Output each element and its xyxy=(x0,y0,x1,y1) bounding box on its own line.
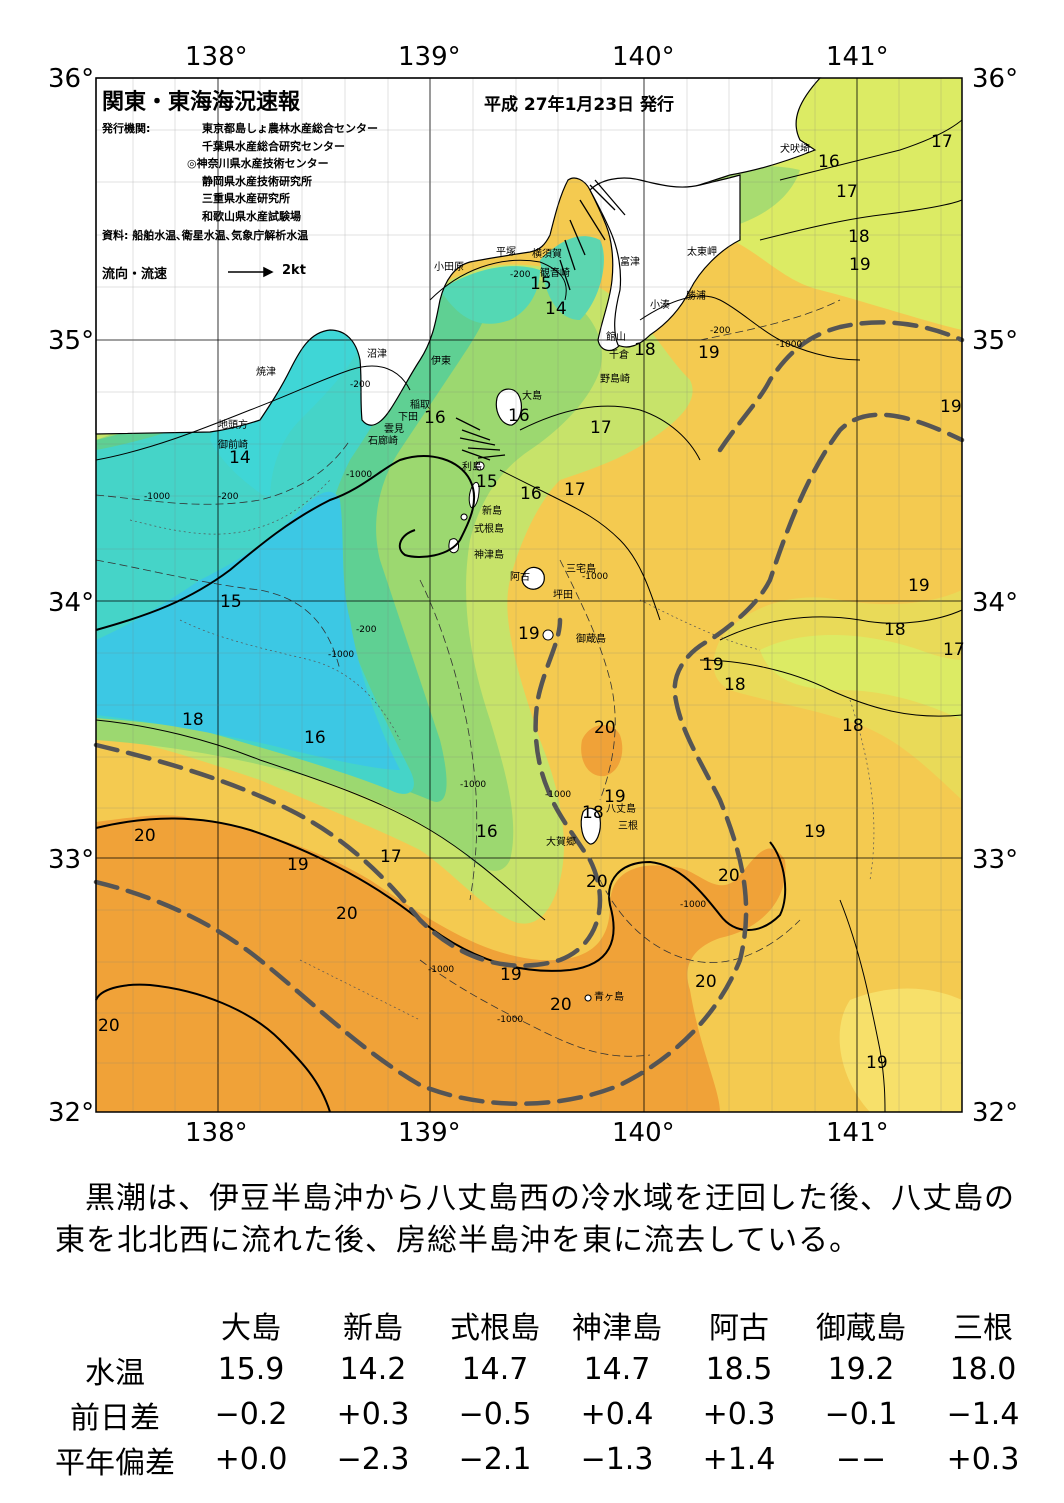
table-cell: +0.3 xyxy=(702,1397,776,1432)
table-header-row: 大島 新島 式根島 神津島 阿古 御蔵島 三根 xyxy=(40,1302,1044,1347)
table-cell: −2.3 xyxy=(336,1442,410,1477)
summary-text: 黒潮は、伊豆半島沖から八丈島西の冷水域を迂回した後、八丈島の東を北北西に流れた後… xyxy=(55,1178,1025,1262)
zone-cold-sagami xyxy=(440,266,540,324)
depth-contours xyxy=(95,299,841,1057)
warm-pool-20-south xyxy=(96,815,786,1112)
land-boso xyxy=(589,174,741,348)
depth-contours-dotted xyxy=(129,479,875,1021)
table-cell: 19.2 xyxy=(827,1352,895,1387)
island-aogashima xyxy=(584,994,592,1002)
table-row: 前日差 −0.2 +0.3 −0.5 +0.4 +0.3 −0.1 −1.4 xyxy=(40,1392,1044,1437)
table-cell: 14.7 xyxy=(461,1352,529,1387)
island-mikurajima xyxy=(542,629,554,641)
table-cell: −0.1 xyxy=(824,1397,898,1432)
island-oshima xyxy=(495,388,522,426)
map-frame xyxy=(95,77,963,1113)
lat-lon-grid xyxy=(96,78,962,1112)
table-cell: +0.4 xyxy=(580,1397,654,1432)
column-header: 新島 xyxy=(343,1310,403,1346)
kuroshio-axis xyxy=(93,320,965,1106)
isotherms xyxy=(95,119,963,1113)
sea-temperature-map xyxy=(93,77,965,1113)
island-miyakejima xyxy=(521,566,545,590)
row-header: 平年偏差 xyxy=(55,1445,175,1481)
legend-arrow xyxy=(228,266,274,278)
warm-patch-20-hachijo xyxy=(581,724,623,777)
zone-17-east-south xyxy=(760,635,962,720)
zone-tokyo-bay xyxy=(540,236,604,320)
table-cell: 18.5 xyxy=(705,1352,773,1387)
current-arrows xyxy=(455,179,626,461)
table-cell: −1.4 xyxy=(946,1397,1020,1432)
table-cell: +1.4 xyxy=(702,1442,776,1477)
table-cell: −0.2 xyxy=(214,1397,288,1432)
summary-body: 黒潮は、伊豆半島沖から八丈島西の冷水域を迂回した後、八丈島の東を北北西に流れた後… xyxy=(55,1181,1015,1258)
zone-18-east xyxy=(713,590,962,800)
column-header: 神津島 xyxy=(572,1310,662,1346)
column-header: 大島 xyxy=(221,1310,281,1346)
table-cell: +0.3 xyxy=(336,1397,410,1432)
column-header: 式根島 xyxy=(450,1310,540,1346)
table-row: 水温 15.9 14.2 14.7 14.7 18.5 19.2 18.0 xyxy=(40,1347,1044,1392)
island-shikinejima xyxy=(460,513,468,521)
island-toshima xyxy=(475,461,485,471)
table-cell: 18.0 xyxy=(949,1352,1017,1387)
table-cell: −0.5 xyxy=(458,1397,532,1432)
zone-19-sw-yellow xyxy=(839,988,962,1112)
island-hachijojima xyxy=(580,807,601,845)
table-cell: −2.1 xyxy=(458,1442,532,1477)
column-header: 阿古 xyxy=(709,1310,769,1346)
table-row: 平年偏差 +0.0 −2.3 −2.1 −1.3 +1.4 −− +0.3 xyxy=(40,1437,1044,1482)
table-cell: −− xyxy=(835,1442,887,1477)
minor-grid xyxy=(96,78,962,1112)
table-cell: 15.9 xyxy=(217,1352,285,1387)
column-header: 御蔵島 xyxy=(816,1310,906,1346)
table-cell: 14.7 xyxy=(583,1352,651,1387)
column-header: 三根 xyxy=(953,1310,1013,1346)
table-cell: −1.3 xyxy=(580,1442,654,1477)
row-header: 水温 xyxy=(85,1355,145,1391)
row-header: 前日差 xyxy=(70,1400,160,1436)
station-temperature-table: 大島 新島 式根島 神津島 阿古 御蔵島 三根 水温 15.9 14.2 14.… xyxy=(40,1302,1044,1482)
table-cell: +0.0 xyxy=(214,1442,288,1477)
table-corner xyxy=(40,1302,190,1347)
table-cell: +0.3 xyxy=(946,1442,1020,1477)
table-cell: 14.2 xyxy=(339,1352,407,1387)
zone-cold-core xyxy=(96,491,400,770)
